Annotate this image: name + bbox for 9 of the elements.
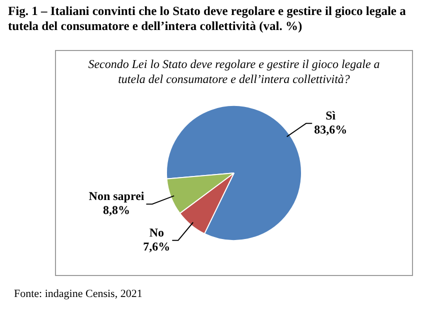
- data-label: 7,6%: [143, 239, 170, 254]
- chart-title: Fig. 1 – Italiani convinti che lo Stato deve regolare e gestire il gioco legale a tutela del consumatore e dell’intera collettività (val. %): [8, 4, 407, 34]
- data-label: 83,6%: [314, 122, 348, 137]
- data-label: 8,8%: [103, 203, 130, 218]
- slice-label: Non saprei: [88, 189, 145, 204]
- chart-subtitle: Secondo Lei lo Stato deve regolare e gestire il gioco legale a tutela del consumatore e dell’intera collettività?: [87, 57, 381, 87]
- slice-label: No: [149, 225, 164, 240]
- slice-label: Sì: [326, 108, 336, 123]
- source-note: Fonte: indagine Censis, 2021: [14, 288, 142, 300]
